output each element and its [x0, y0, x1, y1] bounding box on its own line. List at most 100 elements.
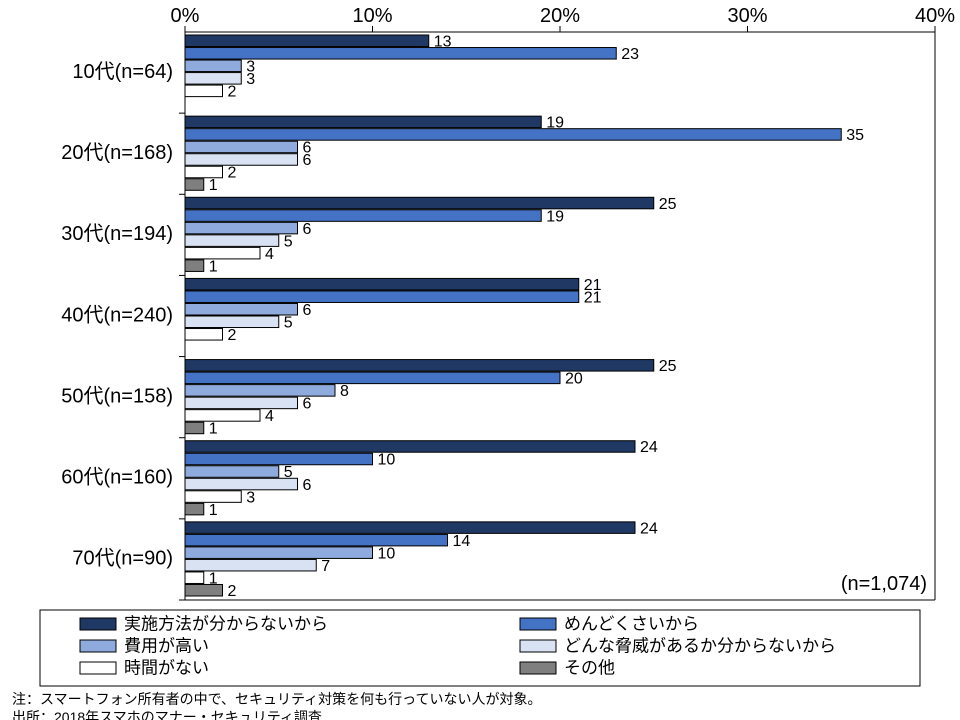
legend-label: その他	[564, 658, 615, 677]
category-label: 70代(n=90)	[72, 547, 173, 570]
bar-value-label: 10	[378, 452, 396, 469]
bar-value-label: 1	[209, 177, 218, 194]
bar	[185, 197, 654, 209]
bar-value-label: 35	[846, 127, 864, 144]
legend-label: どんな脅威があるか分からないから	[564, 636, 836, 655]
bar	[185, 278, 579, 290]
note-text: 注：スマートフォン所有者の中で、セキュリティ対策を何も行っていない人が対象。	[12, 691, 541, 707]
bar	[185, 385, 335, 397]
bar-value-label: 6	[303, 221, 312, 238]
bar-value-label: 4	[265, 408, 274, 425]
bar	[185, 503, 204, 515]
category-label: 30代(n=194)	[61, 222, 173, 245]
bar-value-label: 20	[565, 371, 583, 388]
category-label: 10代(n=64)	[72, 60, 173, 83]
legend-label: 時間がない	[124, 658, 209, 677]
bar	[185, 141, 298, 153]
legend-label: 費用が高い	[124, 636, 209, 655]
bar-value-label: 25	[659, 358, 677, 375]
bar-value-label: 14	[453, 533, 471, 550]
n-total-label: (n=1,074)	[841, 573, 927, 595]
bar	[185, 235, 279, 247]
legend-swatch	[520, 618, 556, 630]
bar-value-label: 1	[209, 258, 218, 275]
bar-value-label: 2	[228, 583, 237, 600]
bar	[185, 222, 298, 234]
bar-value-label: 23	[621, 46, 639, 63]
bar-value-label: 24	[640, 439, 658, 456]
bar-value-label: 19	[546, 208, 564, 225]
category-label: 40代(n=240)	[61, 303, 173, 326]
bar-value-label: 1	[209, 502, 218, 519]
bar	[185, 35, 429, 47]
bar	[185, 60, 241, 72]
bar	[185, 522, 635, 534]
bar-value-label: 7	[321, 558, 330, 575]
x-tick-label: 10%	[352, 5, 392, 27]
x-tick-label: 30%	[727, 5, 767, 27]
bar	[185, 453, 373, 465]
bar	[185, 303, 298, 315]
legend-swatch	[520, 640, 556, 652]
bar	[185, 491, 241, 503]
bar-value-label: 6	[303, 152, 312, 169]
bar-value-label: 8	[340, 383, 349, 400]
bar-value-label: 6	[303, 477, 312, 494]
legend-swatch	[80, 662, 116, 674]
bar	[185, 478, 298, 490]
bar	[185, 422, 204, 434]
chart-svg: 0%10%20%30%40%10代(n=64)132333220代(n=168)…	[0, 0, 960, 720]
bar-value-label: 21	[584, 289, 602, 306]
x-tick-label: 40%	[915, 5, 955, 27]
category-label: 60代(n=160)	[61, 466, 173, 489]
bar	[185, 48, 616, 60]
bar-value-label: 6	[303, 302, 312, 319]
category-label: 50代(n=158)	[61, 384, 173, 407]
bar	[185, 85, 223, 97]
bar	[185, 466, 279, 478]
bar	[185, 559, 316, 571]
bar	[185, 116, 541, 128]
bar	[185, 247, 260, 259]
bar-value-label: 24	[640, 520, 658, 537]
legend-swatch	[80, 640, 116, 652]
legend-label: めんどくさいから	[564, 614, 699, 633]
bar	[185, 73, 241, 85]
bar	[185, 166, 223, 178]
bar	[185, 329, 223, 341]
bar	[185, 316, 279, 328]
bar	[185, 154, 298, 166]
bar	[185, 441, 635, 453]
bar	[185, 291, 579, 303]
legend-swatch	[80, 618, 116, 630]
bar-value-label: 6	[303, 396, 312, 413]
bar	[185, 360, 654, 372]
bar	[185, 584, 223, 596]
bar-value-label: 3	[246, 489, 255, 506]
bar-value-label: 2	[228, 165, 237, 182]
bar-value-label: 2	[228, 327, 237, 344]
bar-value-label: 3	[246, 71, 255, 88]
bar-value-label: 5	[284, 233, 293, 250]
bar	[185, 572, 204, 584]
legend-swatch	[520, 662, 556, 674]
bar	[185, 534, 448, 546]
x-tick-label: 0%	[171, 5, 200, 27]
bar	[185, 410, 260, 422]
x-tick-label: 20%	[540, 5, 580, 27]
bar-value-label: 5	[284, 314, 293, 331]
bar-value-label: 1	[209, 421, 218, 438]
bar	[185, 179, 204, 191]
bar	[185, 547, 373, 559]
bar-value-label: 25	[659, 196, 677, 213]
legend-label: 実施方法が分からないから	[124, 614, 328, 633]
bar	[185, 372, 560, 384]
bar-value-label: 2	[228, 84, 237, 101]
bar	[185, 397, 298, 409]
category-label: 20代(n=168)	[61, 141, 173, 164]
bar-value-label: 10	[378, 545, 396, 562]
bar	[185, 260, 204, 272]
chart-container: 0%10%20%30%40%10代(n=64)132333220代(n=168)…	[0, 0, 960, 720]
bar	[185, 210, 541, 222]
bar	[185, 129, 841, 141]
